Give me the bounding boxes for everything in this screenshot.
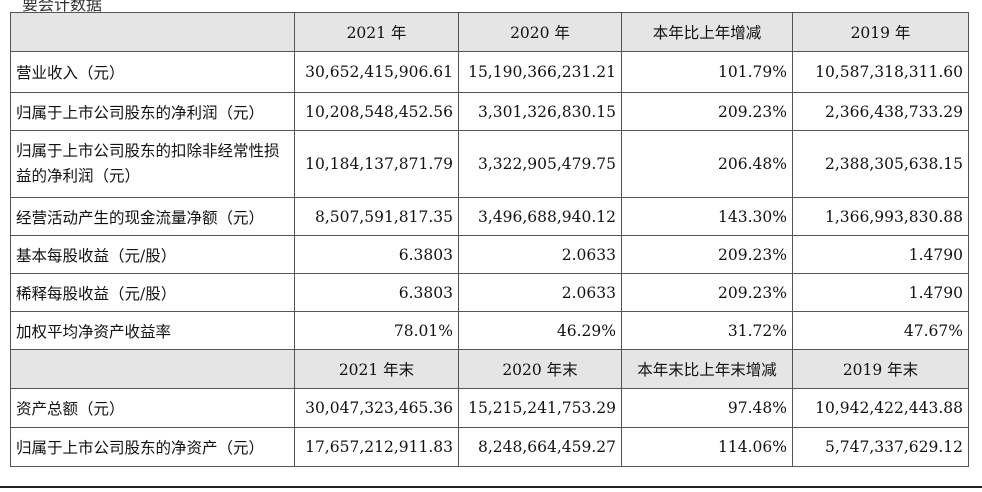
value-change: 101.79%: [621, 51, 793, 93]
table-row-operating-revenue: 营业收入（元） 30,652,415,906.61 15,190,366,231…: [10, 51, 969, 93]
value-2020: 15,190,366,231.21: [458, 51, 622, 93]
header-row-annual: 2021 年 2020 年 本年比上年增减 2019 年: [10, 12, 969, 52]
table-row-diluted-eps: 稀释每股收益（元/股） 6.3803 2.0633 209.23% 1.4790: [10, 273, 969, 312]
page-bottom-rule: [0, 486, 982, 488]
header-cell-2021-end: 2021 年末: [294, 349, 459, 389]
value-2021: 78.01%: [294, 311, 459, 350]
table-row-net-profit: 归属于上市公司股东的净利润（元） 10,208,548,452.56 3,301…: [10, 92, 969, 131]
value-2019: 10,587,318,311.60: [792, 51, 969, 93]
value-2020: 2.0633: [458, 273, 622, 312]
row-label: 归属于上市公司股东的净资产（元）: [10, 427, 295, 467]
value-2019: 2,388,305,638.15: [792, 130, 969, 198]
row-label: 营业收入（元）: [10, 51, 295, 93]
header-cell-yoy-change: 本年比上年增减: [621, 12, 793, 52]
value-change: 209.23%: [621, 92, 793, 131]
value-2021: 10,208,548,452.56: [294, 92, 459, 131]
header-cell-2020-end: 2020 年末: [458, 349, 622, 389]
value-2021: 30,652,415,906.61: [294, 51, 459, 93]
row-label: 稀释每股收益（元/股）: [10, 273, 295, 312]
table-row-total-assets: 资产总额（元） 30,047,323,465.36 15,215,241,753…: [10, 388, 969, 428]
row-label: 归属于上市公司股东的扣除非经常性损益的净利润（元）: [10, 130, 295, 198]
value-change: 97.48%: [621, 388, 793, 428]
value-2020: 3,322,905,479.75: [458, 130, 622, 198]
value-change: 206.48%: [621, 130, 793, 198]
table-row-basic-eps: 基本每股收益（元/股） 6.3803 2.0633 209.23% 1.4790: [10, 235, 969, 274]
value-2020: 3,301,326,830.15: [458, 92, 622, 131]
value-2019: 2,366,438,733.29: [792, 92, 969, 131]
header-cell-yoy-end-change: 本年末比上年末增减: [621, 349, 793, 389]
header-cell-blank: [10, 349, 295, 389]
row-label: 加权平均净资产收益率: [10, 311, 295, 350]
value-change: 143.30%: [621, 197, 793, 236]
table-row-net-profit-deducted: 归属于上市公司股东的扣除非经常性损益的净利润（元） 10,184,137,871…: [10, 130, 969, 198]
header-cell-blank: [10, 12, 295, 52]
table-row-net-assets: 归属于上市公司股东的净资产（元） 17,657,212,911.83 8,248…: [10, 427, 969, 467]
financial-data-table: 2021 年 2020 年 本年比上年增减 2019 年 营业收入（元） 30,…: [10, 12, 969, 467]
value-2020: 2.0633: [458, 235, 622, 274]
value-2020: 46.29%: [458, 311, 622, 350]
table-row-weighted-roe: 加权平均净资产收益率 78.01% 46.29% 31.72% 47.67%: [10, 311, 969, 350]
header-cell-2019-end: 2019 年末: [792, 349, 969, 389]
value-change: 31.72%: [621, 311, 793, 350]
value-change: 209.23%: [621, 235, 793, 274]
value-2019-end: 5,747,337,629.12: [792, 427, 969, 467]
value-2019: 1.4790: [792, 235, 969, 274]
value-change: 209.23%: [621, 273, 793, 312]
value-2021: 6.3803: [294, 235, 459, 274]
value-change: 114.06%: [621, 427, 793, 467]
value-2021-end: 17,657,212,911.83: [294, 427, 459, 467]
row-label: 归属于上市公司股东的净利润（元）: [10, 92, 295, 131]
value-2019: 1,366,993,830.88: [792, 197, 969, 236]
value-2019-end: 10,942,422,443.88: [792, 388, 969, 428]
heading-fragment-text: 要会计数据: [22, 0, 103, 12]
header-cell-2020: 2020 年: [458, 12, 622, 52]
value-2019: 1.4790: [792, 273, 969, 312]
value-2020-end: 15,215,241,753.29: [458, 388, 622, 428]
row-label: 资产总额（元）: [10, 388, 295, 428]
value-2020-end: 8,248,664,459.27: [458, 427, 622, 467]
value-2020: 3,496,688,940.12: [458, 197, 622, 236]
value-2021-end: 30,047,323,465.36: [294, 388, 459, 428]
row-label: 基本每股收益（元/股）: [10, 235, 295, 274]
value-2021: 8,507,591,817.35: [294, 197, 459, 236]
value-2021: 10,184,137,871.79: [294, 130, 459, 198]
table-row-operating-cash-flow: 经营活动产生的现金流量净额（元） 8,507,591,817.35 3,496,…: [10, 197, 969, 236]
value-2019: 47.67%: [792, 311, 969, 350]
header-cell-2021: 2021 年: [294, 12, 459, 52]
header-row-year-end: 2021 年末 2020 年末 本年末比上年末增减 2019 年末: [10, 349, 969, 389]
cropped-heading-fragment: 要会计数据: [0, 0, 982, 12]
row-label: 经营活动产生的现金流量净额（元）: [10, 197, 295, 236]
header-cell-2019: 2019 年: [792, 12, 969, 52]
value-2021: 6.3803: [294, 273, 459, 312]
